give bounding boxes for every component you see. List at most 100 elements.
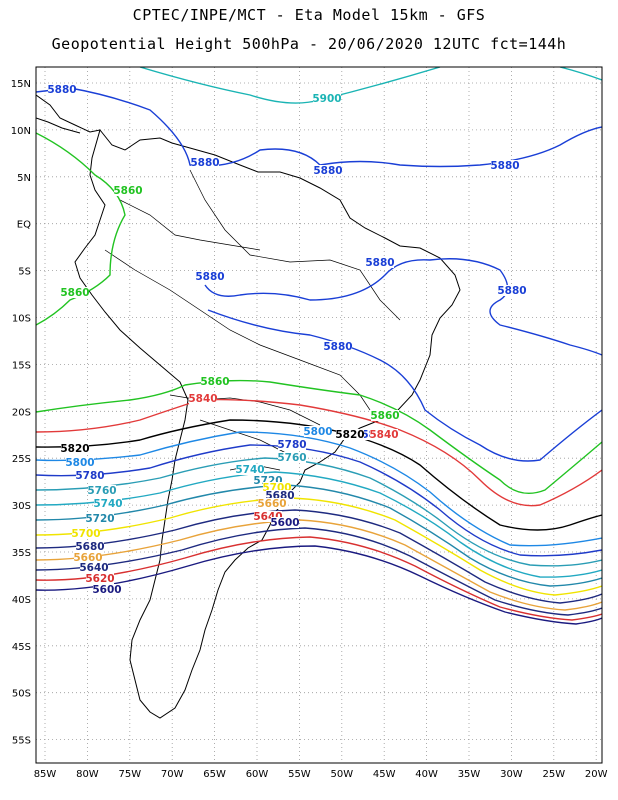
contour-label: 5820 — [60, 443, 89, 455]
map-frame — [35, 66, 603, 764]
lon-tick-label: 25W — [542, 769, 565, 780]
contour-label-bg — [191, 157, 219, 168]
contour-label-bg — [324, 341, 352, 352]
contour-label: 5800 — [65, 457, 94, 469]
contour-label: 5880 — [313, 165, 342, 177]
lat-tick-label: 15S — [12, 360, 31, 371]
contour-label-bg — [498, 285, 526, 296]
contour-label-bg — [266, 490, 294, 501]
contour-label: 5720 — [85, 513, 114, 525]
contour-5880-north — [36, 87, 602, 168]
lat-tick-label: 10S — [12, 314, 31, 325]
contour-5680 — [36, 509, 602, 604]
contour-label-bg — [313, 93, 341, 104]
contour-label: 5880 — [47, 84, 76, 96]
contour-label-bg — [254, 475, 282, 486]
lat-lon-grid — [36, 67, 602, 763]
contour-label: 5680 — [75, 541, 104, 553]
contour-5700 — [36, 497, 602, 596]
contour-label-bg — [314, 165, 342, 176]
lon-tick-label: 60W — [246, 769, 269, 780]
contour-5880-south — [204, 258, 602, 356]
lat-tick-label: 35S — [12, 548, 31, 559]
contour-label-bg — [80, 562, 108, 573]
lat-tick-label: 30S — [12, 501, 31, 512]
contour-5760 — [36, 457, 602, 567]
contour-label-bg — [76, 541, 104, 552]
axis-ticks: 15N 10N 5N EQ 5S 10S 15S 20S 25S 30S 35S 40S 45S 50S 5… — [11, 79, 608, 780]
contour-label: 5620 — [85, 573, 114, 585]
contour-label: 5740 — [93, 498, 122, 510]
contour-label-bg — [48, 84, 76, 95]
lon-tick-label: 35W — [458, 769, 481, 780]
contour-label-bg — [72, 528, 100, 539]
contour-label-bg — [370, 429, 398, 440]
contour-label: 5900 — [312, 93, 341, 105]
contour-label: 5860 — [113, 185, 142, 197]
contour-label: 5880 — [497, 285, 526, 297]
contour-label: 5660 — [73, 552, 102, 564]
lon-tick-label: 50W — [330, 769, 353, 780]
contour-5840 — [36, 398, 602, 507]
contour-label: 5880 — [323, 341, 352, 353]
lat-tick-label: 45S — [12, 642, 31, 653]
geopotential-contours — [36, 67, 602, 625]
lon-tick-label: 20W — [585, 769, 608, 780]
lat-tick-label: EQ — [17, 220, 31, 231]
lat-tick-label: 5N — [17, 173, 31, 184]
lon-tick-label: 30W — [500, 769, 523, 780]
contour-label-bg — [74, 552, 102, 563]
contour-5720 — [36, 484, 602, 587]
lat-tick-label: 15N — [11, 79, 31, 90]
contour-label: 5860 — [370, 410, 399, 422]
contour-label: 5860 — [200, 376, 229, 388]
contour-5640 — [36, 527, 602, 616]
contour-label-bg — [93, 584, 121, 595]
lon-tick-label: 55W — [288, 769, 311, 780]
contour-label-bg — [304, 426, 332, 437]
contour-label: 5760 — [87, 485, 116, 497]
contour-label-bg — [196, 271, 224, 282]
central-america-coastline — [36, 94, 101, 134]
contour-label: 5860 — [60, 287, 89, 299]
contour-label-bg — [366, 257, 394, 268]
contour-label-bg — [201, 376, 229, 387]
contour-label: 5880 — [365, 257, 394, 269]
contour-label-bg — [94, 498, 122, 509]
contour-label-bg — [88, 485, 116, 496]
lon-tick-label: 40W — [415, 769, 438, 780]
contour-label-bg — [61, 287, 89, 298]
contour-label-bg — [258, 498, 286, 509]
lat-tick-label: 40S — [12, 595, 31, 606]
contour-label-bg — [114, 185, 142, 196]
south-america-coastline — [74, 128, 461, 719]
contour-label: 5760 — [277, 452, 306, 464]
lon-tick-label: 65W — [203, 769, 226, 780]
contour-label: 5840 — [369, 429, 398, 441]
contour-label-bg — [236, 464, 264, 475]
contour-label-bg — [271, 517, 299, 528]
lon-tick-label: 75W — [118, 769, 141, 780]
contour-label-bg — [263, 482, 291, 493]
lon-tick-label: 85W — [34, 769, 57, 780]
contour-5900 — [139, 67, 602, 104]
contour-label: 5780 — [277, 439, 306, 451]
contour-label: 5880 — [490, 160, 519, 172]
contour-label-bg — [336, 429, 364, 440]
contour-label: 5740 — [235, 464, 264, 476]
contour-label-bg — [61, 443, 89, 454]
contour-label-bg — [76, 470, 104, 481]
lat-tick-label: 20S — [12, 407, 31, 418]
contour-label-bg — [86, 513, 114, 524]
contour-label-bg — [278, 439, 306, 450]
contour-5600 — [36, 545, 602, 625]
contour-label-bg — [491, 160, 519, 171]
lat-tick-label: 5S — [18, 267, 31, 278]
lat-tick-label: 10N — [11, 126, 31, 137]
contour-label: 5700 — [71, 528, 100, 540]
contour-5780 — [36, 444, 602, 557]
contour-label: 5600 — [270, 517, 299, 529]
contour-label: 5660 — [257, 498, 286, 510]
contour-label-bg — [189, 393, 217, 404]
